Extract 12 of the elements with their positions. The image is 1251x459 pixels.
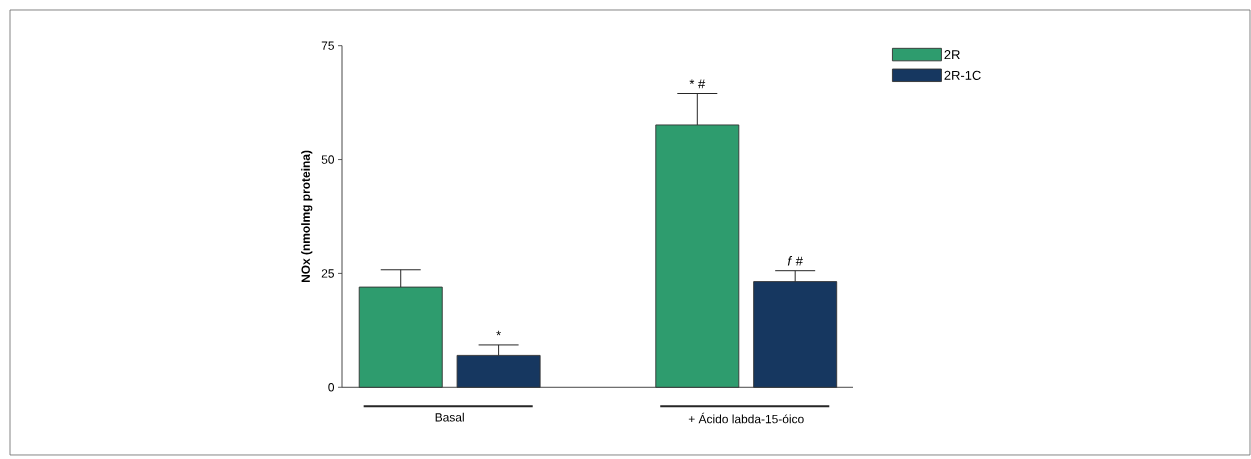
y-tick-label: 75 [321,41,334,50]
y-tick-label: 0 [328,383,335,392]
x-tick-label: Basal [435,412,464,422]
y-tick-label: 25 [321,269,334,278]
data-label: f # [787,256,803,266]
y-axis-title: NOx (nmolmg proteina) [301,150,313,283]
x-tick-label: + Ácido labda-15-óico [688,412,804,424]
legend-label: 2R-1C [944,70,981,80]
y-tick-label: 50 [321,155,335,164]
legend-label: 2R [944,50,960,60]
data-label: * # [689,79,706,89]
data-label: * [496,330,501,336]
